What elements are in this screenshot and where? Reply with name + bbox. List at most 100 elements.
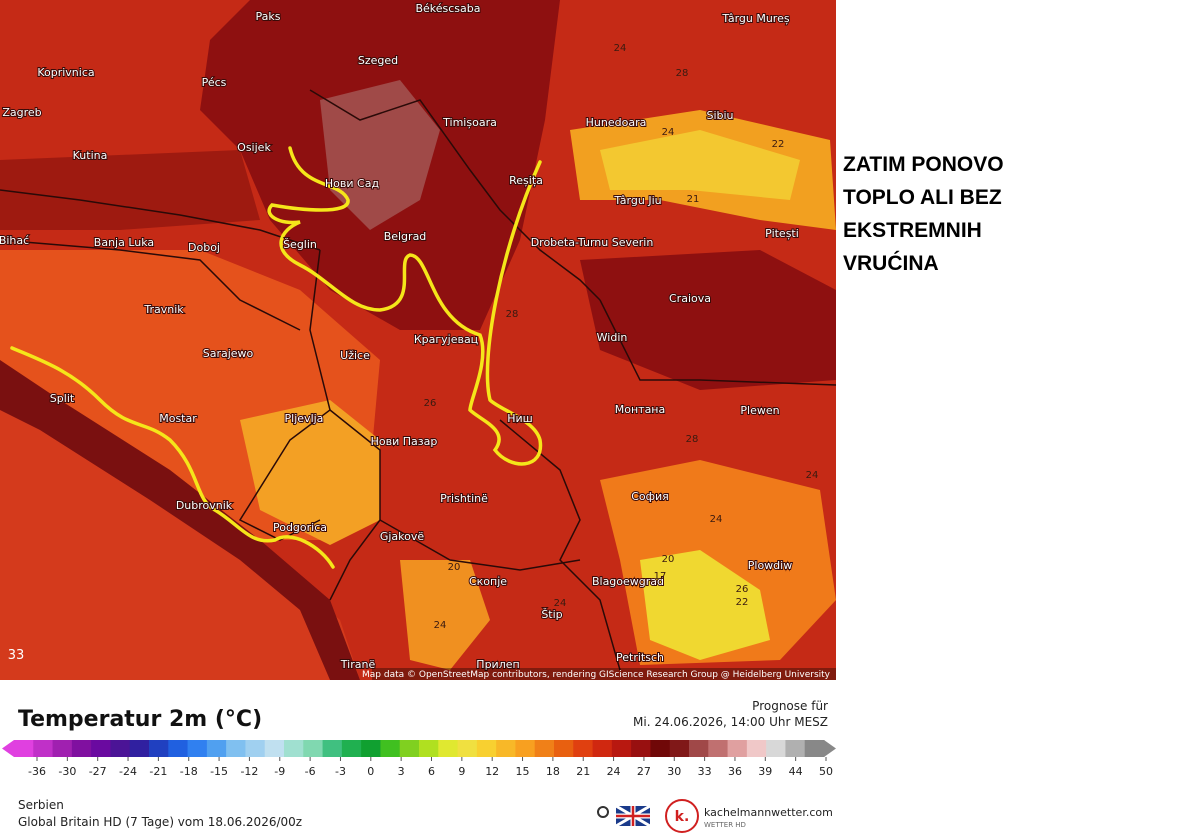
- isoline-label: 28: [676, 68, 689, 79]
- scale-segment: [380, 740, 401, 757]
- tick-label: -12: [240, 765, 258, 778]
- tick-label: 12: [485, 765, 499, 778]
- city-label: Нови Пазар: [371, 435, 438, 448]
- annotation-line: VRUĆINA: [843, 252, 939, 275]
- forecast-label: Prognose für: [752, 699, 828, 713]
- tick-label: -9: [274, 765, 285, 778]
- isoline-label: 22: [736, 597, 749, 608]
- city-label: Timișoara: [442, 116, 497, 129]
- scale-end: [2, 740, 14, 757]
- isoline-label: 33: [8, 648, 25, 663]
- tick-label: -15: [210, 765, 228, 778]
- city-label: Prishtinë: [440, 492, 488, 505]
- scale-segment: [149, 740, 169, 757]
- scale-segment: [71, 740, 92, 757]
- city-label: Прилеп: [476, 658, 519, 671]
- scale-segment: [746, 740, 767, 757]
- scale-segment: [245, 740, 266, 757]
- city-label: Osijek: [237, 141, 271, 154]
- city-label: Plewen: [740, 404, 779, 417]
- city-label: Drobeta-Turnu Severin: [531, 236, 654, 249]
- annotation-line: ZATIM PONOVO: [843, 153, 1004, 176]
- scale-segment: [129, 740, 150, 757]
- isoline-label: 20: [662, 554, 675, 565]
- svg-text:k.: k.: [675, 809, 690, 825]
- city-label: Bihać: [0, 234, 29, 247]
- scale-segment: [554, 740, 574, 757]
- scale-segment: [689, 740, 709, 757]
- tick-label: 18: [546, 765, 560, 778]
- scale-segment: [284, 740, 304, 757]
- city-label: Reșița: [509, 174, 543, 187]
- city-label: Pitești: [765, 227, 799, 240]
- tick-label: 30: [667, 765, 681, 778]
- scale-segment: [457, 740, 478, 757]
- scale-segment: [52, 740, 73, 757]
- isoline-label: 28: [506, 309, 519, 320]
- annotation-line: EKSTREMNIH: [843, 219, 982, 242]
- city-label: Plowdiw: [748, 559, 792, 572]
- scale-segment: [476, 740, 497, 757]
- annotation: ZATIM PONOVO TOPLO ALI BEZ EKSTREMNIH VR…: [843, 148, 1004, 280]
- color-scale-ticks: -36 -30 -27 -24 -21 -18 -15 -12 -9 -6 -3 0 3 6 9 12 15 18…: [28, 757, 833, 778]
- legend-title: Temperatur 2m (°C): [18, 707, 262, 732]
- region: Serbien: [18, 798, 64, 812]
- brand-logo: [665, 799, 699, 833]
- scale-segment: [496, 740, 516, 757]
- scale-segment: [91, 740, 111, 757]
- scale-segment: [708, 740, 729, 757]
- city-label: Sibiu: [706, 109, 733, 122]
- scale-segment: [168, 740, 189, 757]
- tick-label: 21: [576, 765, 590, 778]
- scale-end: [824, 740, 836, 757]
- attribution: Map data © OpenStreetMap contributors, r…: [362, 670, 831, 680]
- tick-label: 39: [758, 765, 772, 778]
- isoline-label: 28: [686, 434, 699, 445]
- city-labels: Békéscsaba Paks Târgu Mureș Koprivnica S…: [0, 1, 800, 672]
- city-label: Šeglin: [283, 238, 317, 251]
- brand-sub: WETTER HD: [704, 821, 746, 829]
- forecast-time: Mi. 24.06.2026, 14:00 Uhr MESZ: [633, 715, 828, 729]
- scale-segment: [341, 740, 362, 757]
- tick-label: 50: [819, 765, 833, 778]
- scale-segment: [611, 740, 632, 757]
- isoline-label: 24: [710, 514, 723, 525]
- scale-segment: [322, 740, 343, 757]
- scale-segment: [110, 740, 131, 757]
- scale-segment: [303, 740, 324, 757]
- city-label: Split: [50, 392, 75, 405]
- scale-segment: [592, 740, 613, 757]
- city-label: Kutina: [73, 149, 108, 162]
- city-label: Târgu Mureș: [721, 12, 789, 25]
- city-label: Pljevlja: [285, 412, 324, 425]
- city-label: Монтана: [615, 403, 666, 416]
- scale-segment: [361, 740, 381, 757]
- tick-label: -27: [89, 765, 107, 778]
- tick-label: 6: [428, 765, 435, 778]
- city-label: Gjakovë: [380, 530, 425, 543]
- city-label: Tiranë: [340, 658, 376, 671]
- model-info: Global Britain HD (7 Tage) vom 18.06.202…: [18, 815, 302, 829]
- isoline-label: 24: [614, 43, 627, 54]
- city-label: Szeged: [358, 54, 398, 67]
- city-label: Petritsch: [616, 651, 664, 664]
- city-label: Banja Luka: [94, 236, 154, 249]
- tick-label: -6: [305, 765, 316, 778]
- color-scale: [2, 740, 836, 757]
- hd-icon: [597, 806, 609, 818]
- scale-segment: [785, 740, 806, 757]
- city-label: Нови Сад: [325, 177, 380, 190]
- isoline-label: 24: [662, 127, 675, 138]
- map: Békéscsaba Paks Târgu Mureș Koprivnica S…: [0, 0, 836, 680]
- isoline-labels: 24 28 24 22 21 28 26 28 24 24 20 17 26 2…: [8, 43, 819, 663]
- scale-segment: [650, 740, 671, 757]
- city-label: Mostar: [159, 412, 197, 425]
- city-label: Štip: [541, 608, 562, 621]
- isoline-label: 17: [654, 571, 667, 582]
- scale-segment: [438, 740, 459, 757]
- tick-label: 24: [607, 765, 621, 778]
- city-label: Hunedoara: [586, 116, 647, 129]
- tick-label: -30: [58, 765, 76, 778]
- isoline-label: 26: [424, 398, 437, 409]
- annotation-line: TOPLO ALI BEZ: [843, 186, 1002, 209]
